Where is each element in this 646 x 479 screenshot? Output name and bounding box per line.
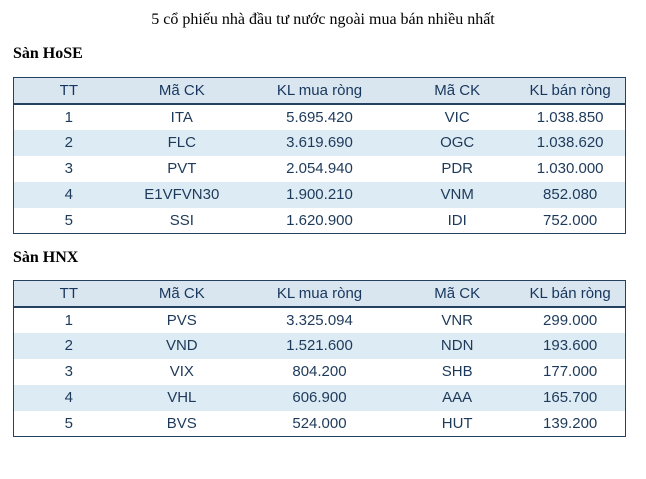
cell-sell-volume: 1.030.000 bbox=[536, 160, 604, 177]
cell-buy-volume: 1.521.600 bbox=[286, 337, 353, 354]
cell-sell-volume: 852.080 bbox=[543, 186, 598, 203]
cell-buy-volume: 1.620.900 bbox=[286, 211, 353, 229]
table-row: 5 BVS 524.000 HUT 139.200 bbox=[14, 411, 626, 437]
cell-tt: 3 bbox=[64, 363, 73, 380]
cell-tt: 4 bbox=[64, 389, 73, 406]
cell-sell-ticker: IDI bbox=[447, 211, 467, 229]
col-header-sell-ticker: Mã CK bbox=[399, 77, 516, 105]
cell-sell-ticker: NDN bbox=[440, 337, 474, 354]
section-hnx: Sàn HNX TT Mã CK KL mua ròng Mã CK KL bá… bbox=[0, 249, 646, 437]
table-row: 3 VIX 804.200 SHB 177.000 bbox=[14, 359, 626, 385]
cell-buy-ticker: ITA bbox=[170, 108, 193, 126]
cell-sell-volume: 299.000 bbox=[543, 311, 598, 329]
col-header-sell-volume: KL bán ròng bbox=[515, 280, 626, 308]
cell-buy-ticker: VHL bbox=[167, 389, 197, 406]
hose-table: TT Mã CK KL mua ròng Mã CK KL bán ròng 1… bbox=[13, 77, 626, 234]
cell-sell-ticker: OGC bbox=[440, 134, 475, 151]
cell-sell-volume: 139.200 bbox=[543, 414, 598, 432]
article-page: 5 cổ phiếu nhà đầu tư nước ngoài mua bán… bbox=[0, 11, 646, 437]
cell-sell-ticker: VNM bbox=[440, 186, 474, 203]
cell-tt: 1 bbox=[64, 108, 73, 126]
cell-sell-volume: 165.700 bbox=[543, 389, 598, 406]
cell-buy-volume: 804.200 bbox=[292, 363, 347, 380]
col-header-buy-ticker: Mã CK bbox=[123, 280, 240, 308]
cell-tt: 2 bbox=[64, 134, 73, 151]
cell-buy-volume: 2.054.940 bbox=[286, 160, 353, 177]
cell-buy-volume: 606.900 bbox=[292, 389, 347, 406]
section-label-hose: Sàn HoSE bbox=[13, 45, 83, 62]
cell-sell-ticker: PDR bbox=[441, 160, 473, 177]
cell-buy-ticker: PVT bbox=[167, 160, 197, 177]
cell-buy-volume: 3.325.094 bbox=[286, 311, 353, 329]
table-row: 4 VHL 606.900 AAA 165.700 bbox=[13, 384, 626, 411]
hnx-table: TT Mã CK KL mua ròng Mã CK KL bán ròng 1… bbox=[13, 280, 626, 437]
cell-sell-ticker: VIC bbox=[444, 108, 470, 126]
cell-tt: 5 bbox=[64, 414, 73, 432]
hnx-table-body: 1 PVS 3.325.094 VNR 299.000 2 VND 1.521.600 NDN 1… bbox=[13, 307, 626, 437]
col-header-tt: TT bbox=[13, 280, 124, 308]
cell-buy-ticker: PVS bbox=[166, 311, 197, 329]
cell-sell-ticker: VNR bbox=[441, 311, 473, 329]
table-header-row: TT Mã CK KL mua ròng Mã CK KL bán ròng bbox=[13, 77, 626, 105]
cell-buy-ticker: FLC bbox=[167, 134, 196, 151]
cell-sell-ticker: HUT bbox=[441, 414, 473, 432]
table-row: 3 PVT 2.054.940 PDR 1.030.000 bbox=[14, 156, 626, 182]
col-header-buy-volume: KL mua ròng bbox=[239, 77, 400, 105]
table-row: 4 E1VFVN30 1.900.210 VNM 852.080 bbox=[13, 181, 626, 208]
cell-sell-volume: 752.000 bbox=[543, 211, 598, 229]
col-header-sell-ticker: Mã CK bbox=[399, 280, 516, 308]
hose-table-body: 1 ITA 5.695.420 VIC 1.038.850 2 FLC 3.619.690 OG… bbox=[13, 104, 626, 234]
cell-buy-ticker: BVS bbox=[166, 414, 197, 432]
cell-buy-ticker: SSI bbox=[169, 211, 194, 229]
cell-sell-volume: 177.000 bbox=[543, 363, 598, 380]
cell-buy-volume: 1.900.210 bbox=[286, 186, 353, 203]
table-header-row: TT Mã CK KL mua ròng Mã CK KL bán ròng bbox=[13, 280, 626, 308]
table-row: 2 VND 1.521.600 NDN 193.600 bbox=[13, 332, 626, 359]
cell-sell-ticker: SHB bbox=[441, 363, 473, 380]
col-header-sell-volume: KL bán ròng bbox=[515, 77, 626, 105]
cell-buy-volume: 5.695.420 bbox=[286, 108, 353, 126]
cell-tt: 3 bbox=[64, 160, 73, 177]
cell-tt: 5 bbox=[64, 211, 73, 229]
table-row: 1 ITA 5.695.420 VIC 1.038.850 bbox=[14, 104, 626, 130]
cell-sell-ticker: AAA bbox=[442, 389, 473, 406]
cell-tt: 1 bbox=[64, 311, 73, 329]
cell-buy-ticker: VND bbox=[165, 337, 198, 354]
section-label-hnx: Sàn HNX bbox=[13, 249, 79, 266]
section-hose: Sàn HoSE TT Mã CK KL mua ròng Mã CK KL b… bbox=[0, 45, 646, 234]
cell-sell-volume: 193.600 bbox=[543, 337, 598, 354]
table-row: 2 FLC 3.619.690 OGC 1.038.620 bbox=[13, 129, 626, 156]
cell-sell-volume: 1.038.620 bbox=[536, 134, 604, 151]
cell-tt: 4 bbox=[64, 186, 73, 203]
cell-sell-volume: 1.038.850 bbox=[536, 108, 604, 126]
table-row: 5 SSI 1.620.900 IDI 752.000 bbox=[14, 208, 626, 234]
cell-buy-ticker: VIX bbox=[169, 363, 194, 380]
cell-buy-volume: 3.619.690 bbox=[286, 134, 353, 151]
col-header-buy-ticker: Mã CK bbox=[123, 77, 240, 105]
cell-tt: 2 bbox=[64, 337, 73, 354]
table-row: 1 PVS 3.325.094 VNR 299.000 bbox=[14, 307, 626, 333]
cell-buy-ticker: E1VFVN30 bbox=[144, 186, 220, 203]
cell-buy-volume: 524.000 bbox=[292, 414, 347, 432]
col-header-tt: TT bbox=[13, 77, 124, 105]
page-title: 5 cổ phiếu nhà đầu tư nước ngoài mua bán… bbox=[151, 11, 495, 28]
col-header-buy-volume: KL mua ròng bbox=[239, 280, 400, 308]
